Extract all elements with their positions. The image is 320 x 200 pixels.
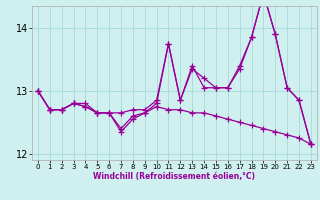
- X-axis label: Windchill (Refroidissement éolien,°C): Windchill (Refroidissement éolien,°C): [93, 172, 255, 181]
